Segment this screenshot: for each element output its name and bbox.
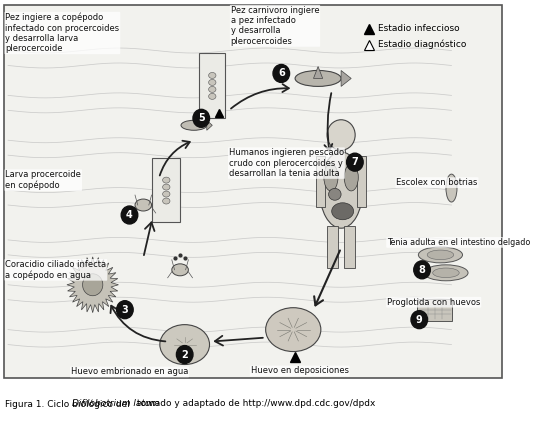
FancyBboxPatch shape <box>357 156 366 207</box>
Text: 7: 7 <box>351 157 358 167</box>
Text: 9: 9 <box>416 315 422 325</box>
Text: 3: 3 <box>122 305 128 315</box>
Ellipse shape <box>328 188 341 200</box>
Ellipse shape <box>163 198 170 204</box>
Text: Humanos ingieren pescado
crudo con plerocercoides y
desarrollan la tenia adulta: Humanos ingieren pescado crudo con plero… <box>229 148 344 178</box>
Text: Huevo embrionado en agua: Huevo embrionado en agua <box>71 368 188 377</box>
Ellipse shape <box>332 203 354 220</box>
FancyBboxPatch shape <box>337 150 345 161</box>
Text: 8: 8 <box>419 265 426 275</box>
Text: Proglotida con huevos: Proglotida con huevos <box>387 298 481 307</box>
Ellipse shape <box>135 199 152 211</box>
Polygon shape <box>341 70 351 86</box>
Polygon shape <box>207 120 212 130</box>
Text: Escolex con botrias: Escolex con botrias <box>397 178 477 187</box>
Circle shape <box>177 345 193 363</box>
Text: Larva procercoide
en copépodo: Larva procercoide en copépodo <box>6 170 81 190</box>
Ellipse shape <box>320 152 362 228</box>
Ellipse shape <box>208 93 216 99</box>
Ellipse shape <box>427 250 454 260</box>
FancyBboxPatch shape <box>327 226 338 268</box>
Ellipse shape <box>295 70 341 86</box>
FancyBboxPatch shape <box>152 158 180 222</box>
Ellipse shape <box>208 86 216 92</box>
Ellipse shape <box>172 264 188 276</box>
Ellipse shape <box>160 325 210 365</box>
Text: Estadio diagnóstico: Estadio diagnóstico <box>378 40 466 49</box>
Ellipse shape <box>181 120 207 130</box>
Circle shape <box>411 311 427 328</box>
Ellipse shape <box>344 164 358 191</box>
Text: tomado y adaptado de http://www.dpd.cdc.gov/dpdx: tomado y adaptado de http://www.dpd.cdc.… <box>134 400 376 409</box>
Ellipse shape <box>163 177 170 183</box>
Text: Difilobotrium latum: Difilobotrium latum <box>72 400 159 409</box>
Circle shape <box>414 261 430 279</box>
Text: 5: 5 <box>198 113 205 123</box>
Text: Pez carnivoro ingiere
a pez infectado
y desarrolla
plerocercoides: Pez carnivoro ingiere a pez infectado y … <box>230 6 320 46</box>
Circle shape <box>117 301 133 319</box>
Text: Tenia adulta en el intestino delgado: Tenia adulta en el intestino delgado <box>387 238 530 247</box>
Ellipse shape <box>208 79 216 86</box>
Circle shape <box>82 274 103 296</box>
Text: Estadio infeccioso: Estadio infeccioso <box>378 24 459 33</box>
Ellipse shape <box>419 247 463 263</box>
Ellipse shape <box>433 268 459 278</box>
Ellipse shape <box>208 72 216 78</box>
Text: 6: 6 <box>278 69 285 78</box>
Circle shape <box>193 109 210 127</box>
FancyBboxPatch shape <box>200 53 225 118</box>
FancyBboxPatch shape <box>316 156 326 207</box>
Text: Huevo en deposiciones: Huevo en deposiciones <box>251 366 349 375</box>
Circle shape <box>273 64 289 82</box>
Ellipse shape <box>163 191 170 197</box>
Ellipse shape <box>424 265 468 281</box>
Circle shape <box>346 153 363 171</box>
Circle shape <box>121 206 138 224</box>
FancyBboxPatch shape <box>4 5 502 378</box>
Circle shape <box>327 120 355 150</box>
Polygon shape <box>314 66 323 78</box>
Ellipse shape <box>446 174 457 202</box>
FancyBboxPatch shape <box>417 299 453 321</box>
Ellipse shape <box>266 308 321 351</box>
FancyBboxPatch shape <box>344 226 355 268</box>
Ellipse shape <box>163 184 170 190</box>
Text: 4: 4 <box>126 210 133 220</box>
Ellipse shape <box>324 164 338 191</box>
Polygon shape <box>67 257 118 313</box>
Text: Coracidio ciliado infecta
a copépodo en agua: Coracidio ciliado infecta a copépodo en … <box>6 260 106 280</box>
Text: Figura 1. Ciclo biológico del: Figura 1. Ciclo biológico del <box>6 400 133 409</box>
Text: Pez ingiere a copépodo
infectado con procercoides
y desarrolla larva
plerocercoi: Pez ingiere a copépodo infectado con pro… <box>6 13 119 53</box>
Text: 2: 2 <box>182 350 188 360</box>
